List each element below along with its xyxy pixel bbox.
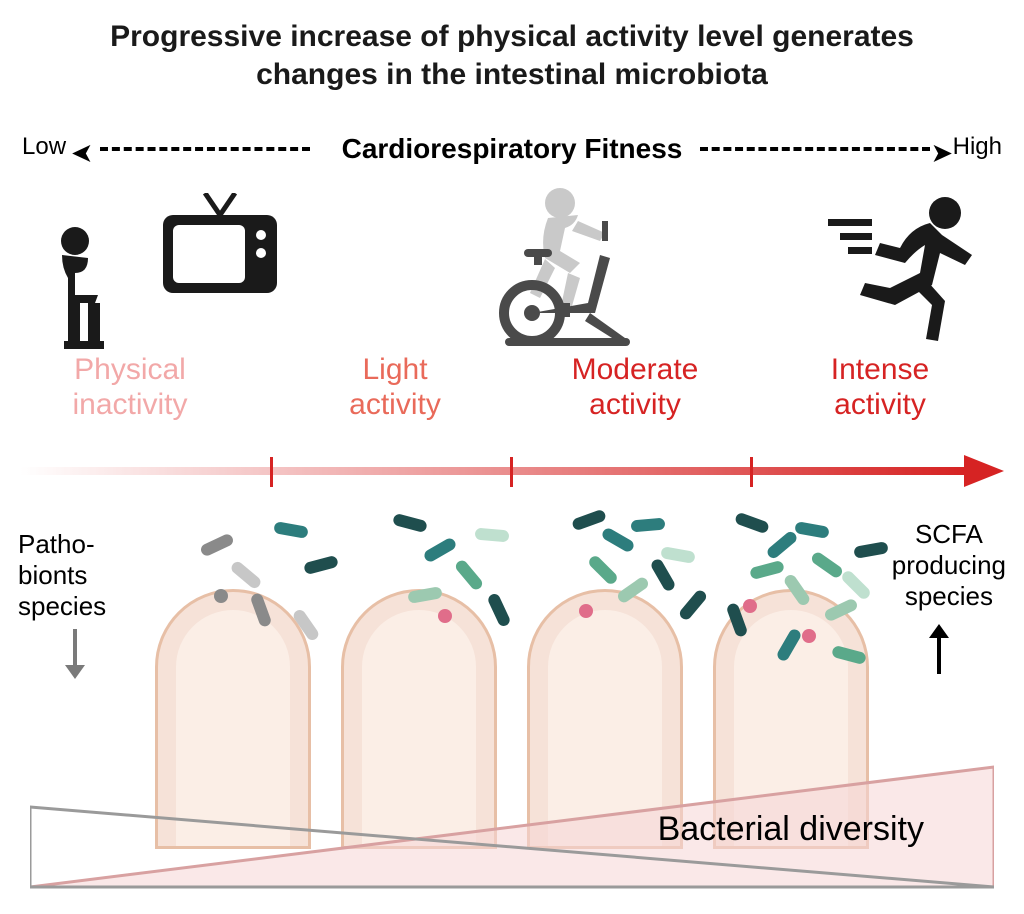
gradient-tick <box>270 457 273 487</box>
cycling-icon <box>460 183 650 358</box>
gradient-tick <box>510 457 513 487</box>
title-line2: changes in the intestinal microbiota <box>256 58 768 91</box>
sitting-person-icon <box>40 223 150 358</box>
arrow-up-icon <box>924 624 954 682</box>
activity-label-intense: Intense activity <box>790 353 970 422</box>
arrow-down-icon <box>60 629 90 687</box>
crf-dash-right <box>700 147 930 151</box>
tv-icon <box>155 193 285 308</box>
crf-center-label: Cardiorespiratory Fitness <box>342 133 683 165</box>
crf-dash-left <box>100 147 310 151</box>
activity-labels-row: Physical inactivity Light activity Moder… <box>0 353 1024 443</box>
crf-high-label: High <box>953 133 1002 161</box>
gradient-bar <box>20 467 964 475</box>
main-title: Progressive increase of physical activit… <box>0 0 1024 93</box>
bacterial-diversity-label: Bacterial diversity <box>658 810 924 849</box>
arrowhead-icon <box>964 455 1004 492</box>
activity-icons-row <box>0 183 1024 353</box>
gradient-tick <box>750 457 753 487</box>
activity-label-inactivity: Physical inactivity <box>40 353 220 422</box>
scfa-label: SCFA producing species <box>892 519 1006 613</box>
activity-label-moderate: Moderate activity <box>545 353 725 422</box>
crf-arrow-right-icon: ➤ <box>932 139 952 168</box>
gut-diagram: Patho- bionts species SCFA producing spe… <box>0 509 1024 909</box>
activity-gradient-arrow <box>0 449 1024 499</box>
crf-axis: Low ➤ Cardiorespiratory Fitness ➤ High <box>0 133 1024 173</box>
crf-low-label: Low <box>22 133 66 161</box>
pathobionts-label: Patho- bionts species <box>18 529 106 623</box>
triangles-overlay: Bacterial diversity <box>30 749 994 889</box>
activity-label-light: Light activity <box>305 353 485 422</box>
running-icon <box>790 193 990 358</box>
crf-arrow-left-icon: ➤ <box>72 139 92 168</box>
title-line1: Progressive increase of physical activit… <box>110 20 914 53</box>
